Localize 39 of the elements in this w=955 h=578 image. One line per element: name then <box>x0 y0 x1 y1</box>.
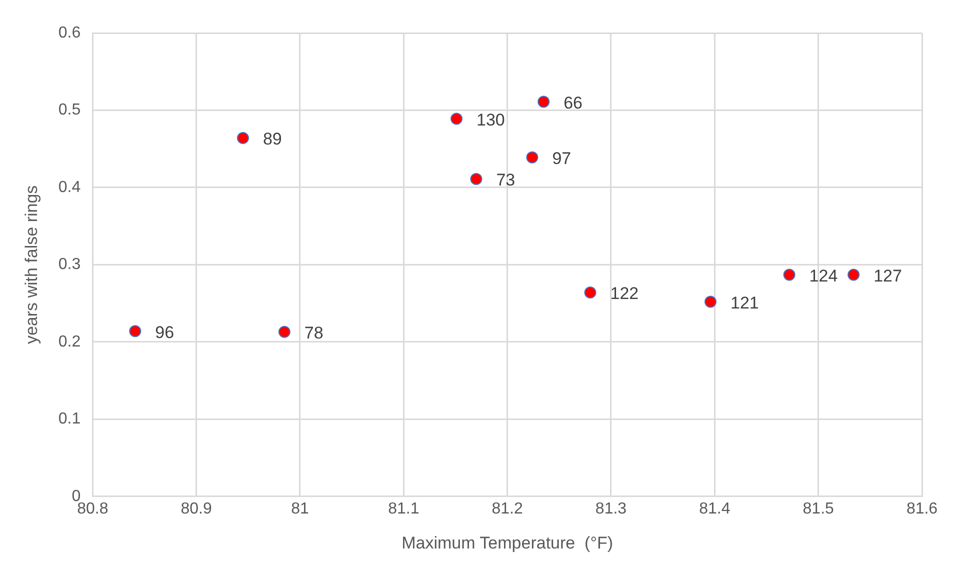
annotation: 122 <box>610 284 639 304</box>
point <box>450 112 463 125</box>
annotation: 66 <box>564 93 583 112</box>
point <box>129 325 142 338</box>
point <box>470 172 482 185</box>
annotation: 97 <box>552 149 572 168</box>
y-tick-label: 0.4 <box>58 178 81 196</box>
x-tick-label: 80.9 <box>180 500 212 518</box>
point <box>538 96 550 108</box>
y-tick-label: 0.2 <box>58 333 81 350</box>
y-axis-title: years with false rings <box>22 185 41 344</box>
point <box>584 286 596 299</box>
annotation: 73 <box>496 170 516 190</box>
x-tick-label: 81.4 <box>699 500 730 518</box>
y-tick-label: 0.3 <box>58 256 81 274</box>
x-tick-label: 81.6 <box>906 500 938 518</box>
y-tick-label: 0.1 <box>58 410 81 428</box>
annotation: 78 <box>304 324 324 343</box>
annotation: 96 <box>155 322 174 342</box>
x-axis-title: Maximum Temperature (°F) <box>402 533 614 552</box>
x-tick-label: 81 <box>291 500 309 518</box>
point <box>526 151 538 164</box>
x-tick-label: 81.3 <box>595 500 627 518</box>
x-tick-label: 81.1 <box>388 500 420 518</box>
annotation: 89 <box>262 130 282 149</box>
x-tick-label: 81.5 <box>802 500 834 518</box>
annotation: 124 <box>809 266 838 286</box>
annotation: 130 <box>476 110 505 130</box>
x-tick-label: 80.8 <box>77 500 108 518</box>
x-tick-label: 81.2 <box>492 500 523 518</box>
point <box>783 268 796 281</box>
y-tick-label: 0.5 <box>58 102 81 119</box>
point <box>278 326 290 338</box>
y-tick-label: 0.6 <box>58 24 81 42</box>
point <box>848 268 860 281</box>
annotation: 121 <box>730 293 759 312</box>
point <box>236 132 249 144</box>
point <box>704 296 717 308</box>
annotation: 127 <box>874 266 902 286</box>
